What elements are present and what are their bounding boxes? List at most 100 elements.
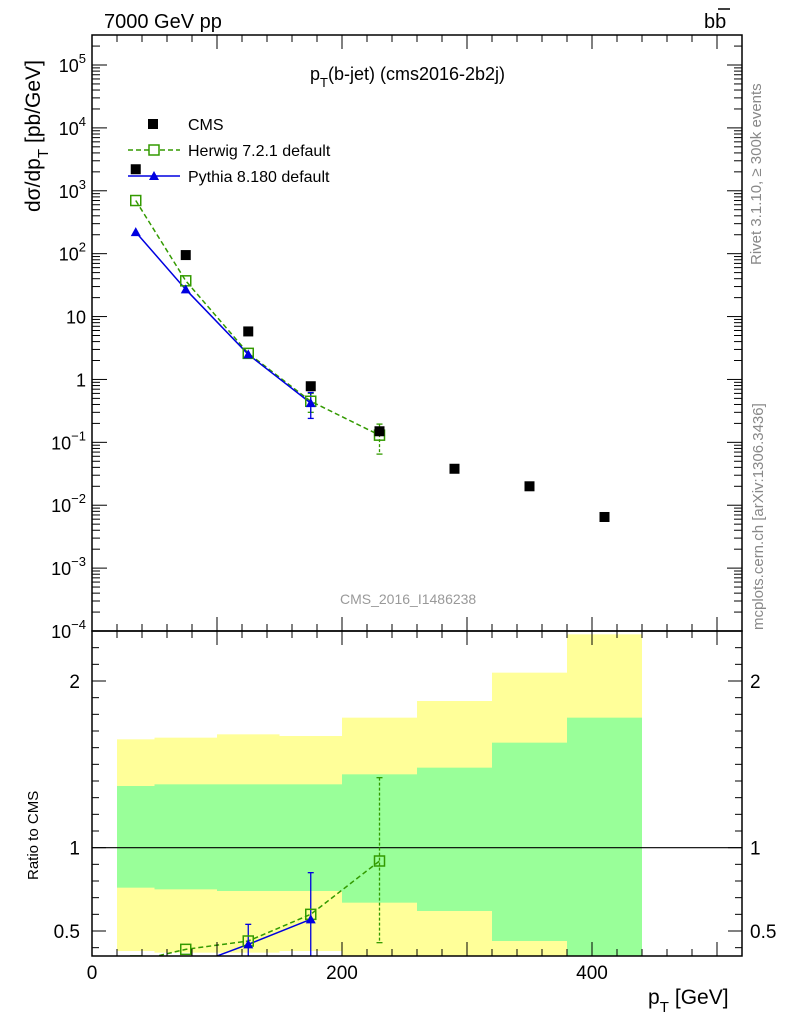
xlabel-sub: T [660, 999, 669, 1016]
rivet-label-text: Rivet 3.1.10, ≥ 300k events [748, 83, 765, 265]
pythia-point [243, 349, 254, 359]
uncertainty-band-inner [154, 784, 217, 890]
ylabel-main-unit: [pb/GeV] [22, 60, 45, 143]
cms-point [243, 326, 254, 337]
y-tick-label: 105 [59, 51, 86, 76]
pythia-ratio-point [181, 963, 191, 972]
y-tick-label: 103 [59, 177, 86, 202]
y-tick-base: 10 [59, 182, 79, 202]
x-tick-label: 200 [326, 963, 358, 984]
y-tick-label: 104 [59, 114, 86, 139]
xlabel-unit: [GeV] [675, 986, 729, 1009]
y-tick-base: 10 [59, 56, 79, 76]
y-tick-base: 10 [51, 559, 71, 579]
cms-point [305, 381, 316, 392]
svg-text:dσ/dpT[pb/GeV]: dσ/dpT [pb/GeV] [22, 60, 52, 212]
y-tick-exponent: 5 [79, 51, 86, 66]
uncertainty-band-inner [492, 742, 567, 941]
analysis-id-label: CMS_2016_I1486238 [340, 591, 476, 607]
y-tick-label: 10−3 [51, 554, 86, 579]
legend-pythia-marker [149, 171, 159, 180]
y-tick-label: 102 [59, 240, 86, 265]
y-tick-exponent: 2 [79, 240, 86, 255]
title-p: p [310, 64, 320, 84]
mcplots-label-text: mcplots.cern.ch [arXiv:1306.3436] [750, 403, 767, 630]
pythia-point [130, 227, 141, 237]
svg-text:pT[GeV]: pT [GeV] [648, 986, 729, 1016]
ylabel-ratio-text: Ratio to CMS [25, 791, 42, 880]
ratio-y-tick-label-left: 0.5 [54, 922, 80, 943]
y-tick-base: 10 [66, 308, 86, 328]
legend: CMS Herwig 7.2.1 default Pythia 8.180 defa… [128, 117, 331, 186]
y-tick-label: 10−4 [51, 617, 86, 642]
legend-entry-label: Herwig 7.2.1 default [188, 143, 331, 160]
legend-cms-marker [148, 119, 158, 129]
y-tick-exponent: 3 [79, 177, 86, 192]
y-tick-exponent: −2 [71, 491, 86, 506]
pythia-ratio-point [243, 939, 254, 949]
y-tick-base: 10 [59, 119, 79, 139]
uncertainty-band-inner [417, 767, 492, 911]
y-axis-label-main: dσ/dpT [pb/GeV] [22, 60, 52, 212]
y-tick-exponent: 4 [79, 114, 86, 129]
svg-text:pT(b-jet) (cms2016-2b2j): pT(b-jet) (cms2016-2b2j) [310, 64, 505, 90]
cms-point [130, 164, 141, 175]
herwig-ratio-point [373, 855, 386, 867]
x-axis-label: pT [GeV] [648, 986, 729, 1016]
energy-label: 7000 GeV pp [104, 11, 222, 33]
y-tick-label: 10 [66, 308, 86, 328]
y-tick-exponent: −4 [71, 617, 86, 632]
y-tick-label: 10−2 [51, 491, 86, 516]
legend-entry-label: Pythia 8.180 default [188, 169, 330, 186]
y-tick-base: 10 [51, 496, 71, 516]
process-label-text: bb [704, 11, 726, 33]
cms-point [680, 630, 691, 631]
x-tick-label: 0 [87, 963, 98, 984]
rivet-label: Rivet 3.1.10, ≥ 300k events [748, 83, 765, 265]
y-tick-label: 10−1 [51, 428, 86, 453]
process-label: bb [704, 8, 730, 33]
pythia-ratio-line [214, 918, 312, 956]
ylabel-main-text: dσ/dp [22, 158, 45, 212]
ratio-plot-area [92, 634, 742, 1002]
y-axis-label-ratio: Ratio to CMS [25, 791, 42, 880]
x-tick-label: 400 [576, 963, 608, 984]
ratio-y-tick-label-right: 2 [750, 672, 761, 693]
ratio-y-tick-label-right: 0.5 [750, 922, 776, 943]
ratio-y-tick-label-left: 2 [69, 672, 80, 693]
main-plot-title: pT(b-jet) (cms2016-2b2j) [310, 64, 505, 90]
pythia-point [305, 398, 316, 408]
herwig-ratio-point [180, 943, 192, 956]
ratio-panel: 0.5 0.5 1 1 2 2 0 200 400 Ratio to CMS pT [GeV] [25, 630, 776, 1016]
mcplots-label: mcplots.cern.ch [arXiv:1306.3436] [750, 403, 767, 630]
y-tick-label: 1 [76, 370, 86, 390]
herwig-line [135, 200, 380, 436]
pythia-line [135, 231, 312, 404]
ratio-y-tick-label-right: 1 [750, 839, 761, 860]
legend-herwig-marker [148, 144, 160, 156]
xlabel-text: p [648, 986, 660, 1009]
cms-point [524, 481, 535, 492]
herwig-point [130, 194, 142, 207]
y-tick-base: 10 [59, 245, 79, 265]
cms-point [449, 463, 460, 474]
herwig-ratio-point [130, 955, 142, 956]
legend-entry-label: CMS [188, 117, 224, 134]
pythia-point [180, 284, 191, 294]
ratio-y-tick-label-left: 1 [69, 839, 80, 860]
pythia-ratio-point [131, 993, 141, 1002]
y-tick-exponent: −3 [71, 554, 86, 569]
title-sub: T [320, 75, 328, 90]
uncertainty-band-inner [117, 786, 155, 888]
uncertainty-band-inner [567, 717, 642, 956]
cms-point [599, 511, 610, 522]
title-rest: (b-jet) (cms2016-2b2j) [328, 64, 505, 84]
pythia-ratio-point [305, 914, 316, 924]
cms-point [180, 250, 191, 261]
cms-point [374, 426, 385, 437]
y-tick-base: 1 [76, 370, 86, 390]
ylabel-main-sub: T [35, 149, 52, 158]
y-tick-exponent: −1 [71, 428, 86, 443]
